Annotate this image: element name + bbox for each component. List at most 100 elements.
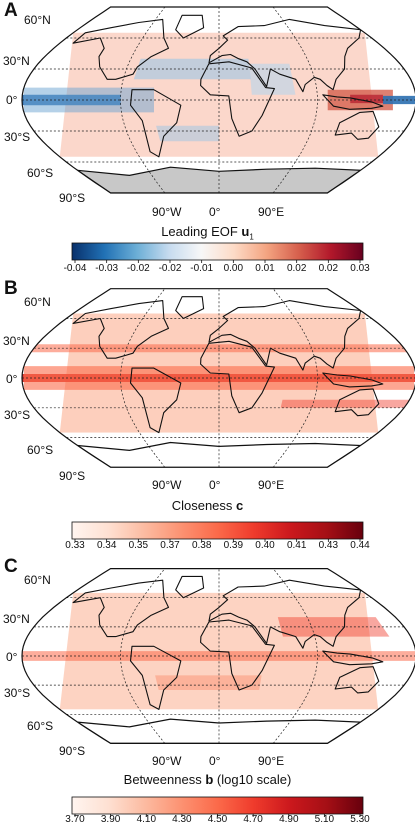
colorbar-tick-label: 4.50 [207, 814, 228, 825]
lat-label-30s: 30°S [3, 408, 32, 422]
lat-label-30s: 30°S [3, 130, 32, 144]
coastline-namerica [72, 579, 170, 638]
colorbar [71, 521, 364, 540]
colorbar-tick-label: 5.30 [350, 814, 370, 825]
colorbar-tick-label: 4.70 [243, 814, 263, 825]
colorbar-tick-label: 0.03 [350, 263, 370, 274]
coastline-samerica [129, 645, 182, 710]
coastline-samerica [129, 367, 182, 434]
lat-label-90s: 90°S [58, 191, 87, 205]
lon-label-90w: 90°W [152, 205, 182, 219]
coastline-australia [334, 388, 380, 417]
colorbar-tick-label: 0.37 [160, 540, 180, 551]
panel-letter: B [4, 278, 18, 299]
lon-label-90e: 90°E [258, 478, 285, 492]
colorbar-tick-label: -0.01 [190, 263, 214, 274]
heat-band-6 [350, 94, 384, 104]
lon-label-0: 0° [209, 754, 221, 768]
graticule-lon [120, 288, 166, 468]
lon-label-90w: 90°W [152, 478, 182, 492]
panel-letter: C [4, 556, 18, 577]
lat-label-60n: 60°N [23, 573, 52, 587]
colorbar-b [71, 521, 364, 542]
lat-label-30n: 30°N [2, 612, 31, 626]
lat-label-60n: 60°N [23, 295, 52, 309]
map-boundary [21, 288, 415, 468]
colorbar-tick-label: 3.70 [65, 814, 85, 825]
colorbar-tick-label: -0.03 [95, 263, 119, 274]
lat-label-60s: 60°S [26, 443, 55, 457]
graticule-lon [272, 568, 318, 744]
lat-label-60s: 60°S [26, 166, 55, 180]
graticule-lon [120, 568, 166, 744]
coastline-indonesia [322, 94, 384, 110]
lon-label-90w: 90°W [152, 754, 182, 768]
coastline-africa [200, 619, 275, 691]
map-b [21, 288, 415, 468]
colorbar-tick-label: 0.43 [318, 540, 339, 551]
lat-label-30n: 30°N [2, 334, 31, 348]
colorbar-tick-label: 0.34 [96, 540, 117, 551]
colorbar-tick-label: 0.02 [286, 263, 307, 274]
caption: Leading EOF u1 [161, 224, 254, 242]
colorbar-ticks-c: 3.70 3.90 4.10 4.30 4.50 4.70 4.90 5.10 5.30 [0, 814, 415, 826]
map-boundary [21, 6, 415, 194]
colorbar-tick-label: 3.90 [100, 814, 121, 825]
coastline-australia [334, 666, 380, 694]
heat-band-3 [155, 675, 262, 690]
colorbar [71, 796, 364, 815]
coastline-indonesia [322, 650, 384, 666]
lat-label-90s: 90°S [58, 469, 87, 483]
coastline-africa [200, 61, 275, 137]
caption: Closeness c [171, 498, 244, 513]
coastline-africa [200, 340, 275, 414]
colorbar-tick-label: 0.00 [223, 263, 244, 274]
graticule-lon [120, 7, 166, 193]
heat-band-2 [277, 617, 390, 637]
colorbar [71, 242, 364, 261]
panel-letter: A [4, 0, 18, 21]
panel-b: B 60°N 30°N 0° 30°S 60°S 90°S 90°W 0° 90… [0, 278, 415, 556]
coastline-namerica [72, 300, 170, 359]
lat-label-0: 0° [5, 372, 19, 386]
graticule-lon [272, 288, 318, 468]
heat-band-4 [249, 63, 296, 95]
lat-label-90s: 90°S [58, 744, 87, 758]
colorbar-tick-label: 4.10 [136, 814, 157, 825]
lon-label-0: 0° [209, 205, 221, 219]
coastline-australia [334, 110, 380, 140]
colorbar-tick-label: 4.90 [279, 814, 299, 825]
heat-band-3 [133, 58, 251, 80]
heat-band-2 [23, 87, 155, 113]
colorbar-c [71, 796, 364, 817]
lat-label-60s: 60°S [26, 719, 55, 733]
panel-c: C 60°N 30°N 0° 30°S 60°S 90°S 90°W 0° 90… [0, 556, 415, 834]
heat-band-8 [156, 125, 219, 142]
colorbar-tick-label: -0.02 [126, 263, 150, 274]
colorbar-tick-label: 0.39 [223, 540, 244, 551]
lat-label-30n: 30°N [2, 54, 31, 68]
lat-label-0: 0° [5, 93, 19, 107]
colorbar-tick-label: -0.02 [158, 263, 182, 274]
coastline-indonesia [322, 372, 384, 388]
colorbar-tick-label: 0.41 [286, 540, 307, 551]
graticule-lon [272, 7, 318, 193]
coastline-samerica [129, 89, 182, 158]
caption: Betweenness b (log10 scale) [123, 772, 292, 787]
map-c [21, 568, 415, 744]
colorbar-a [71, 242, 364, 263]
colorbar-tick-label: 5.10 [314, 814, 335, 825]
lat-label-60n: 60°N [23, 13, 52, 27]
colorbar-ticks-b: 0.33 0.34 0.35 0.37 0.38 0.39 0.40 0.41 0.43 0.44 [0, 540, 415, 552]
colorbar-tick-label: 0.01 [255, 263, 275, 274]
colorbar-ticks-a: -0.04 -0.03 -0.02 -0.02 -0.01 0.00 0.01 0.02 0.0… [0, 263, 415, 275]
colorbar-tick-label: 0.02 [318, 263, 339, 274]
lon-label-90e: 90°E [258, 205, 285, 219]
map-boundary [21, 568, 415, 744]
coastline-greenland [175, 296, 205, 320]
colorbar-tick-label: 0.40 [255, 540, 275, 551]
lon-label-90e: 90°E [258, 754, 285, 768]
coastline-greenland [175, 575, 205, 599]
colorbar-tick-label: 4.30 [172, 814, 192, 825]
lon-label-0: 0° [209, 478, 221, 492]
